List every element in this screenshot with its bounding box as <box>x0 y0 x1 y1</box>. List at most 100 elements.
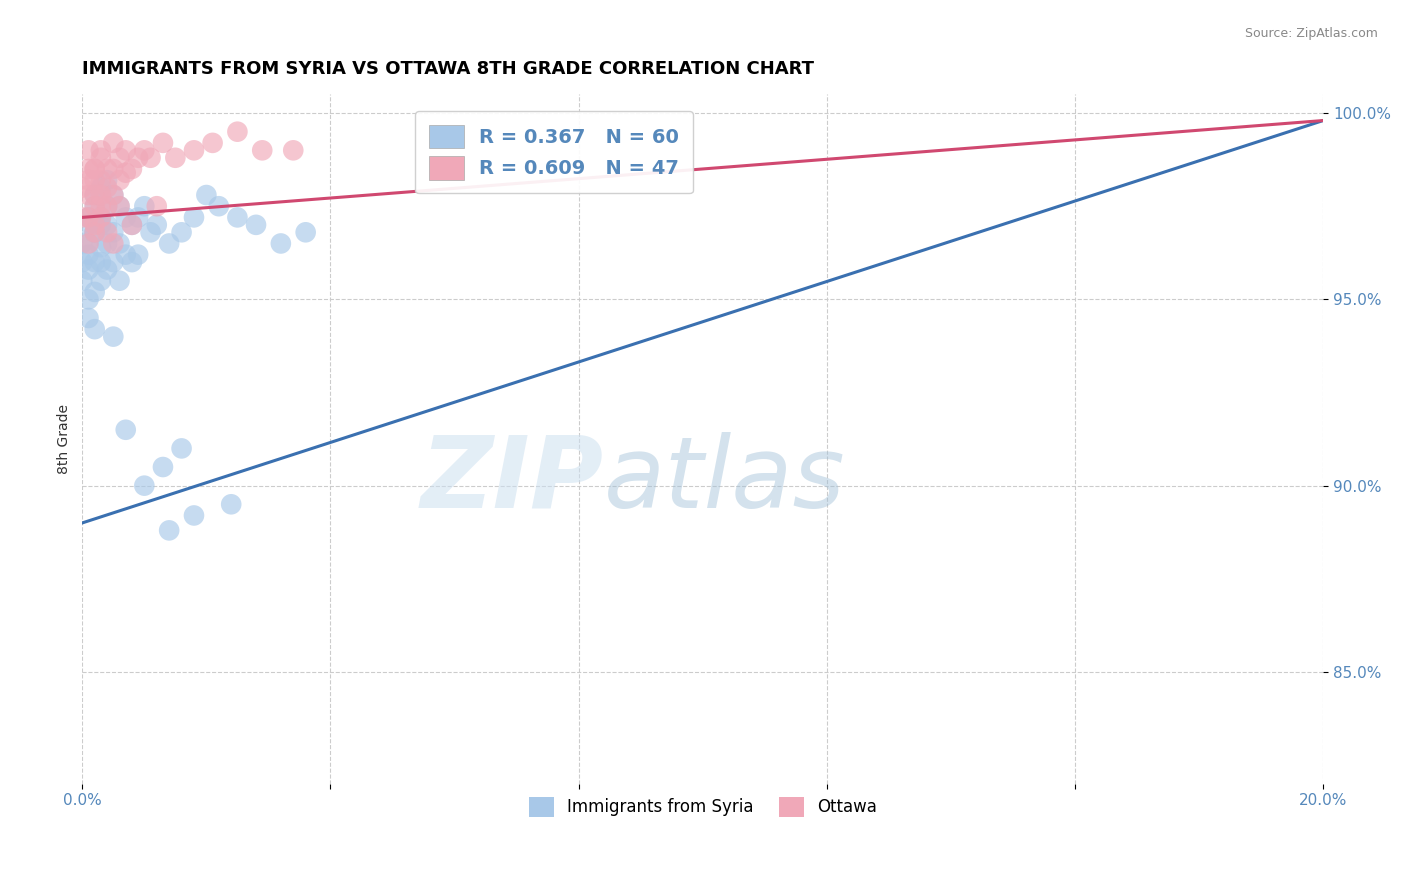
Point <box>226 211 249 225</box>
Point <box>157 524 180 538</box>
Point <box>96 161 118 176</box>
Point <box>90 188 112 202</box>
Point <box>83 225 105 239</box>
Point <box>226 125 249 139</box>
Point <box>72 211 94 225</box>
Text: atlas: atlas <box>603 432 845 529</box>
Point <box>114 166 136 180</box>
Point <box>77 218 100 232</box>
Point <box>96 262 118 277</box>
Point <box>165 151 187 165</box>
Point <box>96 218 118 232</box>
Point <box>157 236 180 251</box>
Point <box>252 144 274 158</box>
Point <box>77 161 100 176</box>
Point <box>170 225 193 239</box>
Point <box>83 218 105 232</box>
Point <box>121 161 143 176</box>
Point <box>90 211 112 225</box>
Point <box>96 236 118 251</box>
Text: Source: ZipAtlas.com: Source: ZipAtlas.com <box>1244 27 1378 40</box>
Point <box>90 211 112 225</box>
Point <box>83 225 105 239</box>
Point <box>83 322 105 336</box>
Point <box>152 460 174 475</box>
Point <box>108 151 131 165</box>
Point <box>77 293 100 307</box>
Y-axis label: 8th Grade: 8th Grade <box>58 404 72 474</box>
Point <box>72 255 94 269</box>
Point <box>103 225 125 239</box>
Point <box>127 211 149 225</box>
Point <box>145 218 167 232</box>
Point <box>77 173 100 187</box>
Point <box>134 478 156 492</box>
Point <box>114 247 136 261</box>
Point <box>77 236 100 251</box>
Point <box>283 144 305 158</box>
Point <box>183 508 205 523</box>
Point <box>270 236 292 251</box>
Point <box>139 151 162 165</box>
Point <box>96 173 118 187</box>
Point <box>83 188 105 202</box>
Point <box>103 136 125 150</box>
Point <box>83 161 105 176</box>
Point <box>103 329 125 343</box>
Point <box>103 236 125 251</box>
Point <box>83 255 105 269</box>
Point <box>121 255 143 269</box>
Point <box>72 180 94 194</box>
Point <box>77 310 100 325</box>
Point <box>77 247 100 261</box>
Point <box>127 151 149 165</box>
Point <box>77 211 100 225</box>
Text: ZIP: ZIP <box>420 432 603 529</box>
Point <box>83 225 105 239</box>
Point <box>108 274 131 288</box>
Point <box>83 161 105 176</box>
Point <box>170 442 193 456</box>
Point <box>77 236 100 251</box>
Point <box>103 188 125 202</box>
Point <box>83 199 105 213</box>
Point <box>114 144 136 158</box>
Point <box>72 274 94 288</box>
Point <box>208 199 231 213</box>
Point <box>90 218 112 232</box>
Point <box>96 199 118 213</box>
Point <box>114 423 136 437</box>
Point <box>96 199 118 213</box>
Point <box>83 285 105 299</box>
Point <box>121 218 143 232</box>
Point <box>83 173 105 187</box>
Point <box>90 199 112 213</box>
Point <box>90 274 112 288</box>
Point <box>108 173 131 187</box>
Point <box>108 199 131 213</box>
Point <box>77 211 100 225</box>
Text: IMMIGRANTS FROM SYRIA VS OTTAWA 8TH GRADE CORRELATION CHART: IMMIGRANTS FROM SYRIA VS OTTAWA 8TH GRAD… <box>83 60 814 78</box>
Point <box>294 225 316 239</box>
Point <box>201 136 224 150</box>
Point <box>219 497 242 511</box>
Point <box>114 211 136 225</box>
Point <box>96 180 118 194</box>
Point <box>145 199 167 213</box>
Point <box>83 188 105 202</box>
Point <box>90 180 112 194</box>
Point <box>83 199 105 213</box>
Point <box>121 218 143 232</box>
Point <box>90 255 112 269</box>
Point <box>96 225 118 239</box>
Point <box>72 236 94 251</box>
Point <box>77 262 100 277</box>
Point <box>103 255 125 269</box>
Point <box>134 144 156 158</box>
Point <box>245 218 267 232</box>
Point <box>90 144 112 158</box>
Point <box>183 211 205 225</box>
Point <box>103 188 125 202</box>
Legend: Immigrants from Syria, Ottawa: Immigrants from Syria, Ottawa <box>522 790 883 823</box>
Point <box>152 136 174 150</box>
